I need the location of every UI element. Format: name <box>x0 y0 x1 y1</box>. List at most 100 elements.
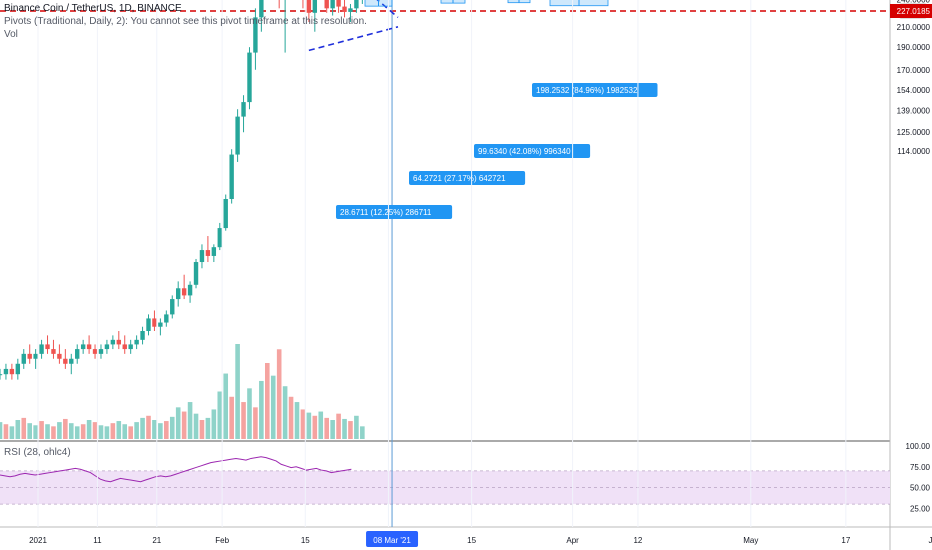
volume-bar <box>104 426 110 439</box>
volume-bar <box>33 425 38 439</box>
volume-bar <box>223 373 229 439</box>
volume-bar <box>312 415 318 439</box>
volume-bar <box>181 411 187 439</box>
candle-body <box>193 262 199 285</box>
time-tick-label: 12 <box>633 536 642 545</box>
projection-label-box[interactable] <box>474 144 591 158</box>
candle-body <box>27 353 32 359</box>
volume-bar <box>110 423 116 439</box>
candle-body <box>51 349 56 354</box>
volume-bar <box>306 412 312 439</box>
candle-body <box>86 344 92 350</box>
candle-body <box>128 344 133 350</box>
volume-bar <box>15 420 21 439</box>
volume-bar <box>39 421 44 439</box>
candle-body <box>134 339 139 345</box>
volume-bar <box>122 424 128 439</box>
candle-body <box>92 349 98 354</box>
rsi-indicator-label[interactable]: RSI (28, ohlc4) <box>4 447 71 458</box>
candle-body <box>122 344 127 350</box>
candle-body <box>217 228 222 248</box>
time-tick-label: 2021 <box>29 536 47 545</box>
candle-body <box>164 314 169 323</box>
volume-bar <box>241 402 246 439</box>
candle-body <box>253 17 258 53</box>
volume-bar <box>57 422 62 439</box>
volume-bar <box>193 413 199 439</box>
candle-body <box>75 349 80 359</box>
support-price-label: 227.0185 <box>897 7 931 16</box>
candle-body <box>176 288 181 300</box>
volume-bar <box>247 388 252 439</box>
volume-indicator-label[interactable]: Vol <box>4 29 18 40</box>
price-tick-label: 114.0000 <box>897 147 930 156</box>
volume-bar <box>86 420 92 439</box>
volume-bar <box>229 396 234 439</box>
volume-bar <box>276 349 282 439</box>
candle-body <box>104 344 110 350</box>
time-tick-label: 11 <box>93 536 102 545</box>
candle-body <box>140 331 145 340</box>
candle-body <box>259 0 264 18</box>
candle-body <box>152 318 157 327</box>
triangle-lower-line[interactable] <box>308 26 399 52</box>
projection-label-box[interactable] <box>532 83 658 97</box>
candle-body <box>223 198 228 229</box>
volume-bar <box>68 423 74 439</box>
projection-label-box[interactable] <box>409 171 526 185</box>
volume-bar <box>21 417 27 439</box>
volume-bar <box>140 417 145 439</box>
price-tick-label: 190.0000 <box>897 43 931 52</box>
volume-bar <box>92 422 98 439</box>
time-tick-label: 15 <box>301 536 310 545</box>
candle-body <box>330 0 335 9</box>
volume-bar <box>217 391 223 439</box>
volume-bar <box>270 375 276 439</box>
candle-body <box>306 0 312 13</box>
candle-body <box>146 318 151 332</box>
candle-body <box>63 358 68 364</box>
candle-body <box>170 299 175 315</box>
candle-body <box>235 116 240 155</box>
projection-label-box[interactable] <box>336 205 453 219</box>
candle-body <box>199 250 205 263</box>
candle-body <box>247 52 252 103</box>
candle-body <box>354 0 359 9</box>
candle-body <box>57 353 62 359</box>
volume-bar <box>27 423 32 439</box>
candle-body <box>348 8 353 12</box>
volume-bar <box>9 426 15 439</box>
projection-label: 198.2532 (84.96%) 1982532 <box>536 86 638 95</box>
candle-body <box>80 344 86 350</box>
price-tick-label: 154.0000 <box>897 86 931 95</box>
volume-bar <box>300 409 306 439</box>
candle-body <box>342 6 347 12</box>
volume-bar <box>354 415 359 439</box>
volume-bar <box>51 426 56 439</box>
symbol-title[interactable]: Binance Coin / TetherUS, 1D, BINANCE <box>4 3 182 14</box>
pivots-indicator-label[interactable]: Pivots (Traditional, Daily, 2): You cann… <box>4 16 367 27</box>
candle-body <box>39 344 44 354</box>
crosshair-date-badge <box>366 531 419 547</box>
volume-bar <box>235 344 240 439</box>
volume-bar <box>98 425 104 439</box>
candle-body <box>33 353 38 359</box>
volume-bar <box>0 422 3 439</box>
volume-bar <box>80 424 86 439</box>
volume-bar <box>336 413 341 439</box>
rsi-tick-label: 75.00 <box>910 463 931 472</box>
volume-bar <box>128 426 133 439</box>
volume-bar <box>205 417 211 439</box>
candle-body <box>69 358 74 364</box>
candle-body <box>211 247 217 256</box>
candle-body <box>116 339 121 345</box>
time-tick-label: May <box>743 536 758 545</box>
candle-body <box>241 102 246 117</box>
price-tick-label: 210.0000 <box>897 23 931 32</box>
candle-body <box>15 363 21 375</box>
candle-body <box>3 368 9 375</box>
volume-bar <box>74 426 80 439</box>
time-tick-label: 21 <box>152 536 161 545</box>
